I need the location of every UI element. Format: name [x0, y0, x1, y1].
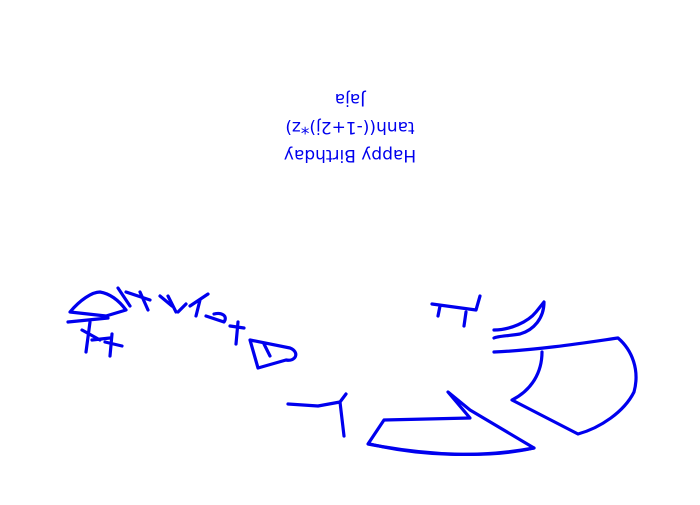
- warped-letter-r: [188, 292, 227, 324]
- caption-line-2: tanh((-1+2j)*z): [285, 117, 415, 137]
- warped-letter-a: [80, 320, 112, 354]
- warped-letter-b: [248, 338, 298, 370]
- warped-letter-t: [158, 294, 188, 314]
- warped-letter-h-right: [430, 294, 482, 328]
- warped-petal-upper: [492, 336, 638, 436]
- warped-letter-y-center: [286, 392, 348, 438]
- caption-line-1: Happy Birthday: [283, 145, 417, 165]
- warped-petal-arc: [368, 442, 536, 456]
- warped-letter-h: [116, 286, 152, 312]
- caption-line-3: Jaja: [334, 89, 366, 109]
- warped-letter-d-stem: [66, 316, 110, 324]
- warped-letter-y: [103, 332, 124, 358]
- warped-letter-i: [228, 320, 246, 346]
- warped-petal-lower: [366, 390, 536, 456]
- warped-letter-d: [68, 290, 128, 318]
- warped-letter-a-right: [492, 300, 546, 340]
